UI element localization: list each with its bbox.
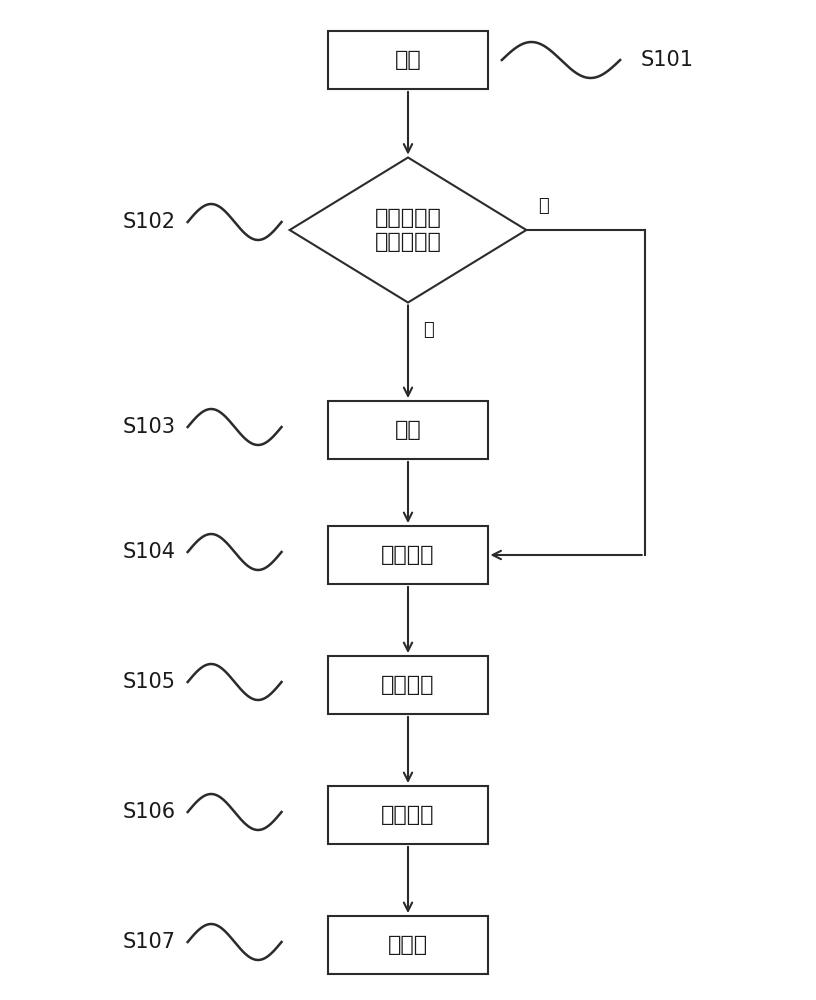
Text: 传输数据: 传输数据 xyxy=(381,675,435,695)
Text: 否: 否 xyxy=(539,197,549,215)
Text: S105: S105 xyxy=(122,672,175,692)
Bar xyxy=(328,916,487,974)
Text: 报警: 报警 xyxy=(395,420,421,440)
Bar xyxy=(328,401,487,459)
Text: S101: S101 xyxy=(641,50,694,70)
Bar xyxy=(328,656,487,714)
Text: S106: S106 xyxy=(122,802,175,822)
Text: 开始: 开始 xyxy=(395,50,421,70)
Text: 测量结束: 测量结束 xyxy=(381,805,435,825)
Text: 做标记: 做标记 xyxy=(388,935,428,955)
Text: 检测相关尺
寸是否超差: 检测相关尺 寸是否超差 xyxy=(375,208,441,252)
Polygon shape xyxy=(290,157,526,302)
Text: S102: S102 xyxy=(122,212,175,232)
Bar xyxy=(328,786,487,844)
Text: 记录数据: 记录数据 xyxy=(381,545,435,565)
Text: S104: S104 xyxy=(122,542,175,562)
Text: 是: 是 xyxy=(423,320,434,338)
Text: S103: S103 xyxy=(122,417,175,437)
Text: S107: S107 xyxy=(122,932,175,952)
Bar xyxy=(328,526,487,584)
Bar xyxy=(328,31,487,89)
